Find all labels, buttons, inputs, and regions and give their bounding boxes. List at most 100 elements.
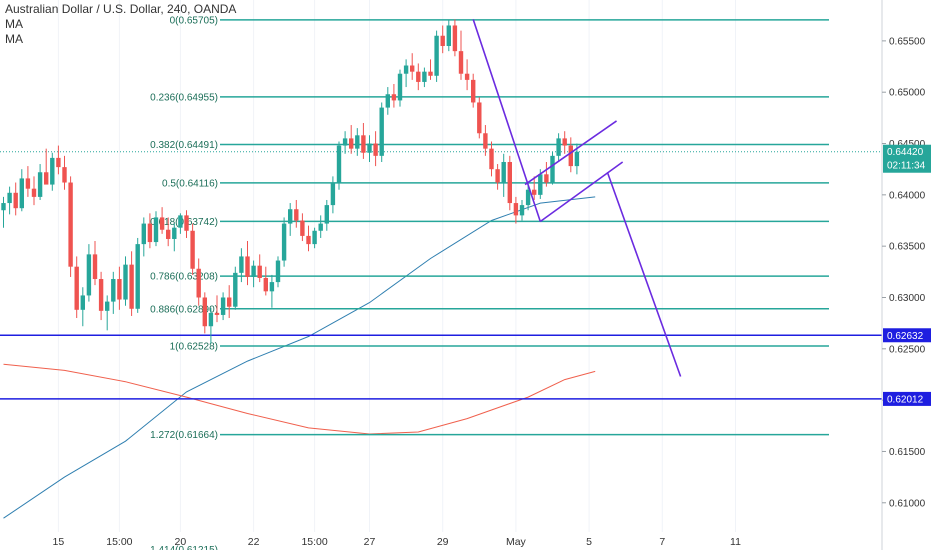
x-tick-label: 29	[437, 536, 449, 548]
x-tick-label: 20	[175, 536, 187, 548]
indicator-label-ma-2: MA	[5, 32, 23, 46]
candle-body	[562, 138, 567, 146]
candle-body	[568, 145, 573, 167]
candle-down	[489, 141, 494, 177]
candle-body	[251, 265, 256, 277]
y-tick-label: 0.62500	[889, 344, 926, 355]
candle-body	[300, 220, 305, 236]
candle-body	[13, 192, 18, 209]
candle-body	[349, 138, 354, 149]
candle-down	[147, 213, 153, 249]
trendline-drawings	[472, 19, 682, 377]
candle-up	[37, 164, 43, 200]
moving-average-line-2	[3, 363, 596, 435]
candle-body	[422, 71, 427, 82]
trendline-3	[539, 161, 624, 223]
candle-body	[184, 215, 189, 231]
candle-down	[300, 213, 305, 242]
candle-down	[391, 83, 397, 108]
candle-down	[361, 122, 366, 159]
candle-body	[147, 223, 153, 243]
candle-up	[397, 69, 403, 107]
candle-down	[98, 271, 104, 321]
candle-body	[105, 301, 110, 311]
y-tick-label: 0.65000	[889, 88, 926, 99]
candle-body	[342, 138, 348, 146]
x-tick-label: 15:00	[301, 536, 327, 548]
candle-down	[416, 63, 421, 91]
candle-down	[532, 176, 537, 200]
candle-up	[172, 223, 177, 252]
axes: 15 15:00 20 22 15:00 27 29 May 5 7 11 0.65500 0.6500…	[53, 0, 926, 550]
candle-body	[117, 279, 122, 300]
candle-down	[166, 217, 171, 247]
candle-body	[385, 94, 390, 108]
candle-body	[294, 209, 299, 221]
candle-down	[452, 19, 458, 57]
last-price-label: 0.64420	[887, 147, 924, 158]
candle-body	[355, 135, 360, 149]
candle-body	[141, 223, 146, 245]
candle-body	[214, 312, 220, 315]
candle-body	[464, 73, 470, 80]
candle-body	[123, 264, 128, 300]
candle-body	[532, 189, 537, 195]
candle-down	[159, 207, 165, 234]
candle-body	[220, 297, 226, 315]
candle-up	[330, 176, 336, 214]
last-price-tag	[883, 144, 931, 173]
candle-body	[233, 272, 238, 307]
fib-level-label: 0.236(0.64955)	[150, 92, 218, 103]
x-tick-label: 15	[53, 536, 65, 548]
candle-down	[568, 137, 573, 173]
candle-body	[403, 65, 409, 74]
candle-down	[227, 285, 232, 319]
chart-legend: Australian Dollar / U.S. Dollar, 240, OA…	[5, 2, 236, 47]
fib-level-label: 0.5(0.64116)	[162, 178, 218, 189]
y-tick-label: 0.64000	[889, 190, 926, 201]
support-price-label: 0.62012	[887, 394, 924, 405]
indicator-label-ma-1: MA	[5, 17, 23, 31]
candle-down	[471, 73, 476, 108]
candle-body	[440, 35, 445, 47]
candle-down	[483, 125, 488, 156]
candle-up	[281, 217, 287, 267]
candle-down	[507, 155, 512, 211]
vertical-gridlines	[57, 0, 736, 532]
candle-body	[434, 35, 439, 76]
candle-body	[196, 268, 201, 298]
candle-up	[50, 152, 55, 191]
candle-body	[56, 157, 61, 168]
candle-down	[477, 97, 482, 139]
candle-body	[44, 172, 49, 185]
candle-body	[74, 266, 79, 310]
candle-body	[477, 102, 482, 134]
y-tick-label: 0.63000	[889, 293, 926, 304]
countdown-label: 02:11:34	[887, 161, 926, 172]
candle-down	[410, 53, 415, 80]
fib-level-label: 0.786(0.63208)	[150, 272, 218, 283]
candle-up	[312, 227, 317, 249]
candle-down	[56, 145, 61, 175]
candle-down	[214, 295, 220, 323]
candle-body	[172, 227, 177, 239]
candle-body	[428, 71, 433, 76]
candle-body	[31, 188, 37, 197]
candle-body	[489, 148, 494, 170]
candle-body	[507, 161, 512, 204]
moving-average-lines	[3, 196, 596, 519]
candle-up	[379, 102, 384, 162]
candle-down	[129, 251, 134, 316]
y-tick-label: 0.61500	[889, 447, 926, 458]
fib-level-label: 0(0.65705)	[170, 15, 218, 26]
candle-body	[257, 265, 262, 278]
candle-up	[208, 307, 214, 344]
candle-up	[556, 133, 561, 162]
candle-down	[263, 266, 268, 296]
candle-up	[178, 213, 183, 234]
candle-body	[68, 182, 73, 267]
candle-body	[37, 172, 43, 197]
candle-up	[355, 128, 360, 156]
candle-up	[275, 256, 281, 288]
trendline-4	[606, 171, 682, 377]
